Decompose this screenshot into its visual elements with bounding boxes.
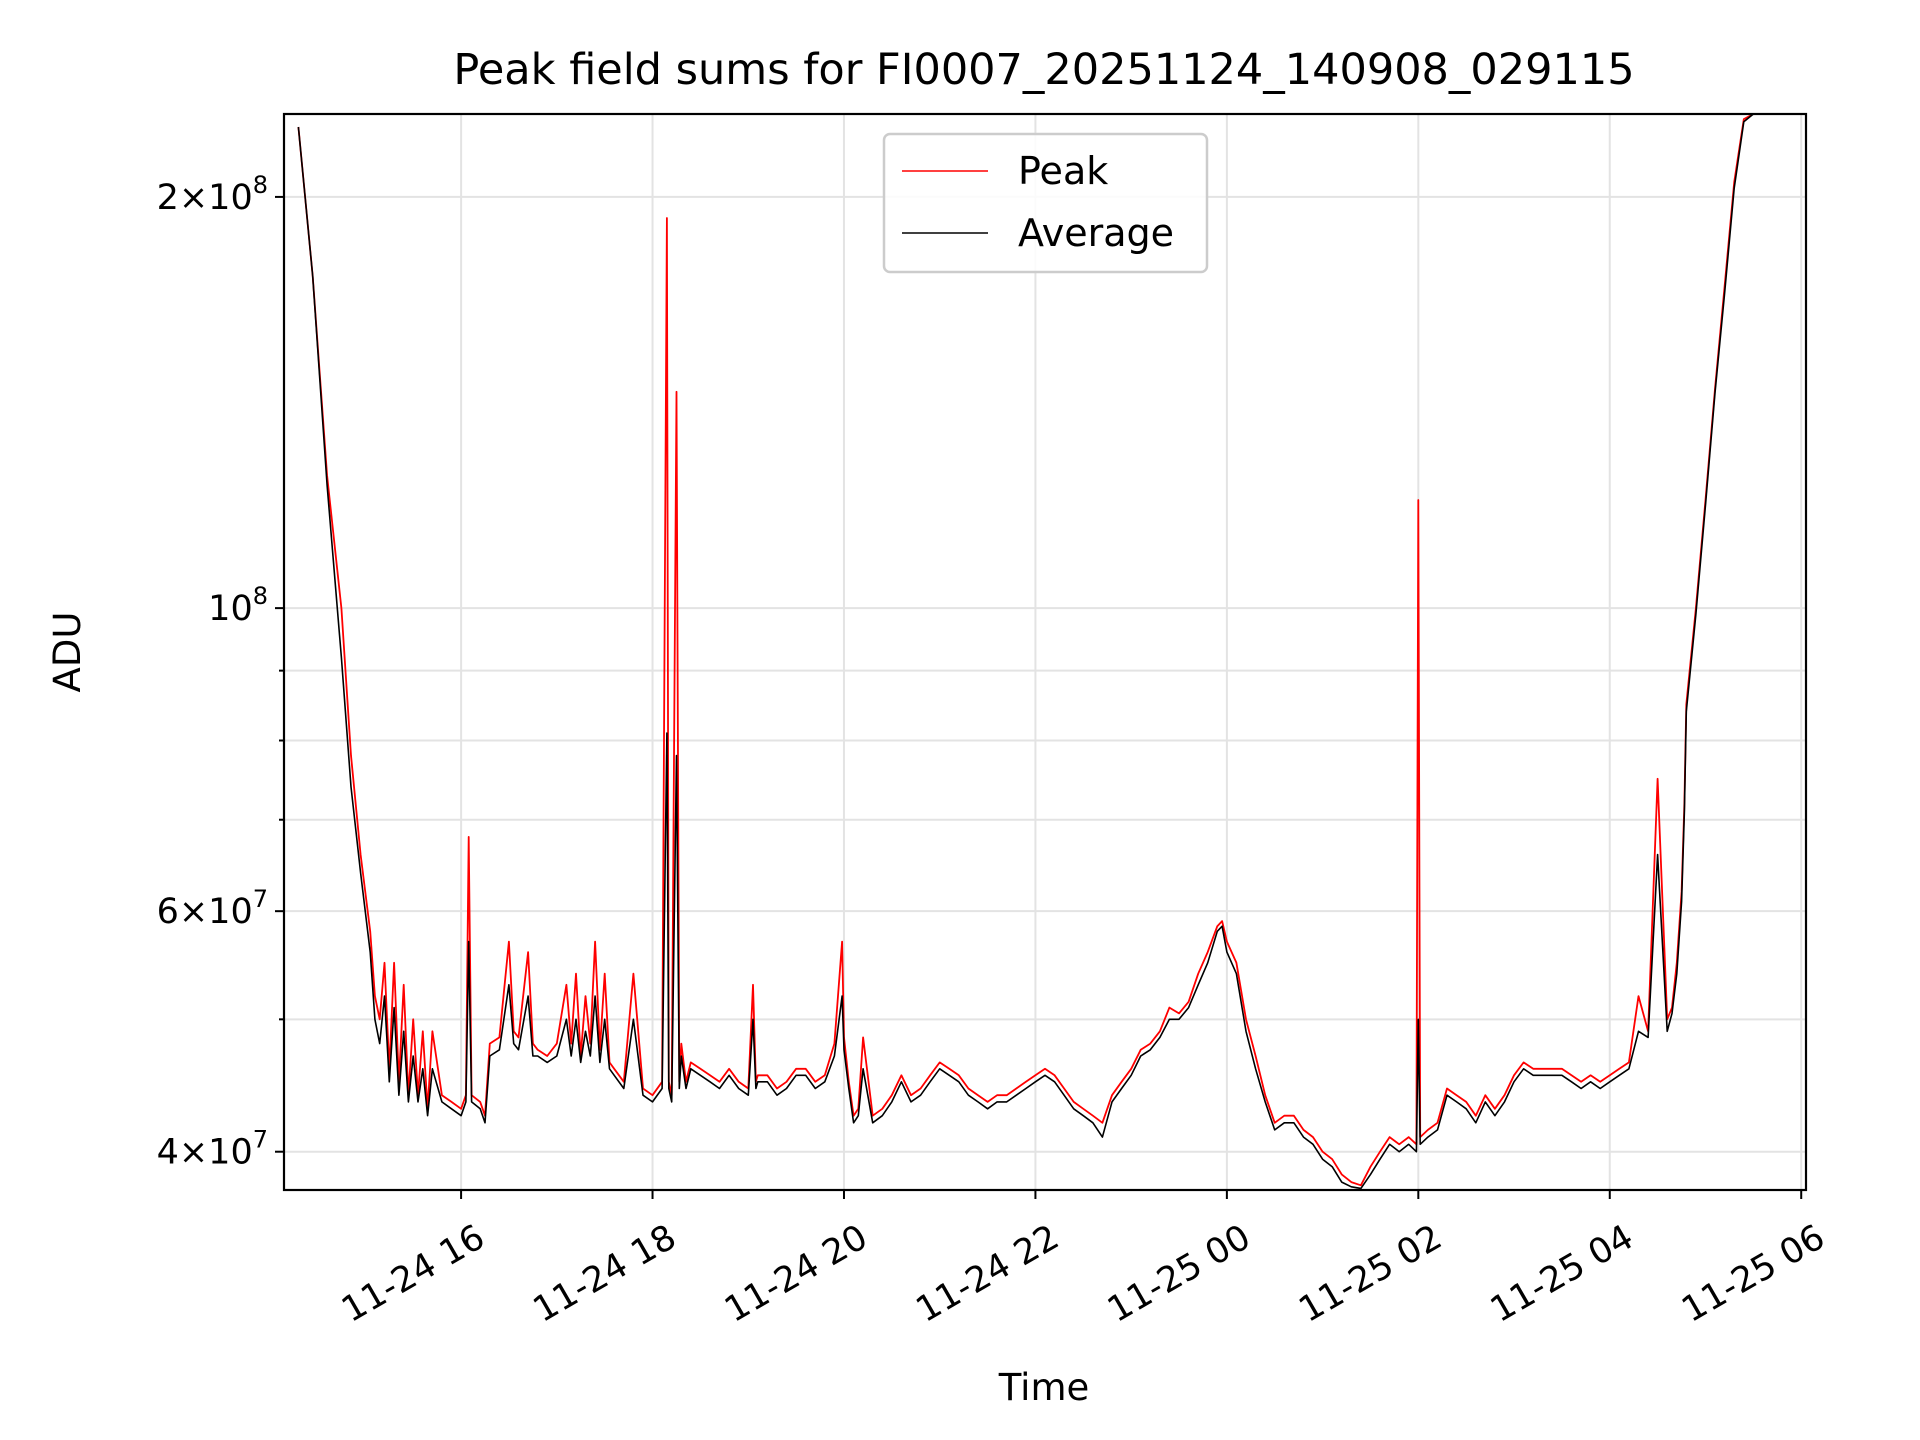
legend: Peak Average [882, 132, 1209, 274]
grid [284, 114, 1806, 1190]
legend-label-peak: Peak [1018, 149, 1108, 193]
series-layer [297, 114, 1754, 1190]
y-tick-label: 2×108 [157, 171, 268, 218]
series-line-average [297, 114, 1754, 1190]
series-line-peak [297, 114, 1754, 1187]
y-tick-label: 108 [208, 582, 268, 629]
legend-box [882, 132, 1209, 274]
plot-frame [282, 112, 1808, 1192]
legend-label-average: Average [1018, 211, 1174, 255]
y-tick-label: 6×107 [157, 885, 268, 932]
y-axis-label: ADU [46, 612, 89, 693]
y-tick-label: 4×107 [157, 1126, 268, 1173]
chart-title: Peak field sums for FI0007_20251124_1409… [453, 45, 1634, 95]
x-axis-label: Time [998, 1366, 1090, 1409]
y-axis: 4×107 6×107 108 2×108 [157, 171, 284, 1173]
